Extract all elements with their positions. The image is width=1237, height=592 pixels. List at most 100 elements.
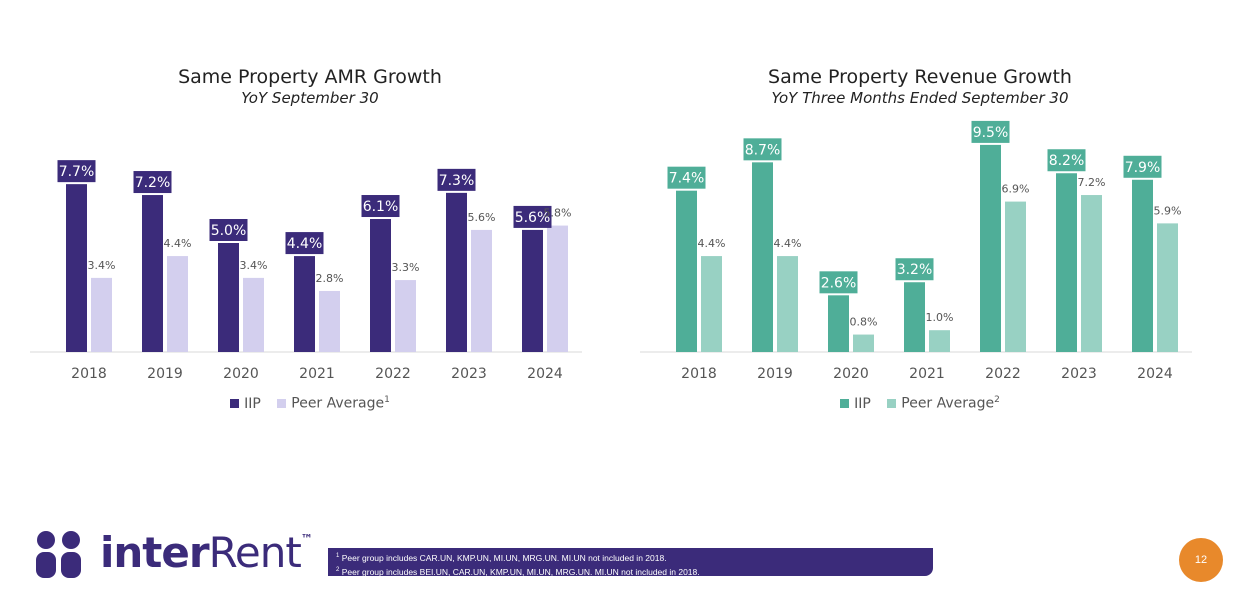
bar-peer-2022 bbox=[1005, 201, 1026, 352]
legend-swatch-iip bbox=[230, 398, 240, 408]
chart-title: Same Property Revenue Growth bbox=[768, 66, 1072, 88]
data-label-box-iip-2020 bbox=[209, 219, 248, 241]
data-label-peer-2020: 0.8% bbox=[850, 316, 878, 329]
bar-peer-2023 bbox=[1081, 195, 1102, 352]
x-tick-label-2019: 2019 bbox=[147, 366, 183, 382]
data-label-iip-2022: 6.1% bbox=[363, 199, 399, 215]
data-label-box-iip-2024 bbox=[513, 205, 552, 228]
data-label-iip-2022: 9.5% bbox=[973, 125, 1009, 141]
logo-trademark: ™ bbox=[300, 532, 313, 546]
bar-iip-2022 bbox=[370, 219, 391, 352]
data-label-peer-2023: 5.6% bbox=[468, 211, 496, 224]
legend-label-peer: Peer Average bbox=[901, 395, 995, 412]
bar-iip-2018 bbox=[66, 184, 87, 352]
data-label-box-iip-2019 bbox=[133, 171, 172, 194]
x-tick-label-2022: 2022 bbox=[375, 366, 411, 382]
legend-item-iip: IIP bbox=[840, 396, 871, 412]
bar-iip-2021 bbox=[904, 282, 925, 352]
bar-iip-2019 bbox=[142, 195, 163, 352]
bar-iip-2023 bbox=[1056, 173, 1077, 352]
bar-iip-2020 bbox=[218, 243, 239, 352]
data-label-box-iip-2022 bbox=[971, 120, 1010, 143]
x-tick-label-2020: 2020 bbox=[833, 366, 869, 382]
data-label-iip-2020: 2.6% bbox=[821, 275, 857, 291]
legend-label-peer: Peer Average bbox=[291, 395, 385, 412]
chart-title: Same Property AMR Growth bbox=[178, 66, 442, 88]
amr-plot: 7.7% 3.4% 2018 7.2% 4.4% 2019 5.0% 3.4% 2020 4.4%… bbox=[30, 160, 582, 382]
data-label-iip-2021: 4.4% bbox=[287, 236, 323, 252]
data-label-iip-2020: 5.0% bbox=[211, 223, 247, 239]
data-label-box-iip-2022 bbox=[361, 195, 400, 218]
data-label-peer-2023: 7.2% bbox=[1078, 176, 1106, 189]
data-label-iip-2018: 7.4% bbox=[669, 171, 705, 187]
bar-peer-2021 bbox=[319, 290, 340, 352]
data-label-iip-2019: 8.7% bbox=[745, 142, 781, 158]
x-tick-label-2022: 2022 bbox=[985, 366, 1021, 382]
data-label-box-iip-2020 bbox=[819, 271, 858, 294]
bar-peer-2018 bbox=[701, 256, 722, 352]
logo-mark-icon bbox=[36, 531, 81, 578]
data-label-box-iip-2024 bbox=[1123, 155, 1162, 178]
x-tick-label-2019: 2019 bbox=[757, 366, 793, 382]
x-tick-label-2018: 2018 bbox=[71, 366, 107, 382]
data-label-box-iip-2023 bbox=[1047, 149, 1086, 172]
bar-peer-2020 bbox=[853, 334, 874, 352]
data-label-peer-2024: 5.8% bbox=[544, 207, 572, 220]
legend-footnote-ref: 2 bbox=[994, 395, 1000, 405]
footnote-1: 1 Peer group includes CAR.UN, KMP.UN, MI… bbox=[336, 552, 667, 563]
data-label-iip-2021: 3.2% bbox=[897, 262, 933, 278]
bar-peer-2019 bbox=[167, 256, 188, 352]
data-label-box-iip-2021 bbox=[895, 258, 934, 281]
x-tick-label-2024: 2024 bbox=[1137, 366, 1173, 382]
x-tick-label-2021: 2021 bbox=[299, 366, 335, 382]
legend: IIP Peer Average2 bbox=[640, 395, 1200, 412]
legend: IIP Peer Average1 bbox=[30, 395, 590, 412]
data-label-iip-2024: 7.9% bbox=[1125, 160, 1161, 176]
data-label-iip-2023: 8.2% bbox=[1049, 153, 1085, 169]
data-label-peer-2019: 4.4% bbox=[774, 237, 802, 250]
bar-iip-2024 bbox=[1132, 179, 1153, 352]
logo-text-inter: inter bbox=[100, 528, 210, 577]
interrent-logo: interRent™ bbox=[34, 528, 313, 578]
bar-peer-2021 bbox=[929, 330, 950, 352]
bar-peer-2024 bbox=[1157, 223, 1178, 352]
bar-iip-2023 bbox=[446, 192, 467, 352]
data-label-iip-2018: 7.7% bbox=[59, 164, 95, 180]
footnotes: 1 Peer group includes CAR.UN, KMP.UN, MI… bbox=[328, 548, 933, 577]
data-label-box-iip-2018 bbox=[57, 160, 96, 183]
bar-peer-2023 bbox=[471, 229, 492, 352]
bar-peer-2020 bbox=[243, 277, 264, 352]
data-label-box-iip-2021 bbox=[285, 232, 324, 255]
chart-subtitle: YoY September 30 bbox=[241, 89, 379, 107]
chart-subtitle: YoY Three Months Ended September 30 bbox=[771, 89, 1069, 107]
bar-iip-2018 bbox=[676, 190, 697, 352]
x-tick-label-2020: 2020 bbox=[223, 366, 259, 382]
data-label-box-iip-2018 bbox=[667, 166, 706, 189]
legend-label-iip: IIP bbox=[244, 395, 261, 412]
legend-footnote-ref: 1 bbox=[384, 395, 390, 405]
bar-peer-2018 bbox=[91, 277, 112, 352]
data-label-box-iip-2023 bbox=[437, 168, 476, 191]
x-tick-label-2021: 2021 bbox=[909, 366, 945, 382]
data-label-iip-2019: 7.2% bbox=[135, 175, 171, 191]
bar-peer-2022 bbox=[395, 280, 416, 352]
footnote-2: 2 Peer group includes BEI.UN, CAR.UN, KM… bbox=[336, 566, 700, 577]
x-tick-label-2023: 2023 bbox=[1061, 366, 1097, 382]
data-label-peer-2019: 4.4% bbox=[164, 237, 192, 250]
revenue-growth-chart: Same Property Revenue Growth YoY Three M… bbox=[640, 60, 1200, 430]
data-label-peer-2022: 6.9% bbox=[1002, 183, 1030, 196]
logo-wordmark: interRent™ bbox=[100, 528, 313, 577]
bar-iip-2024 bbox=[522, 229, 543, 352]
amr-growth-chart: Same Property AMR Growth YoY September 3… bbox=[30, 60, 590, 430]
legend-swatch-peer bbox=[887, 398, 897, 408]
legend-item-peer: Peer Average2 bbox=[887, 395, 1000, 412]
data-label-box-iip-2019 bbox=[743, 138, 782, 161]
data-label-peer-2021: 1.0% bbox=[926, 311, 954, 324]
bar-iip-2021 bbox=[294, 256, 315, 352]
x-tick-label-2018: 2018 bbox=[681, 366, 717, 382]
data-label-peer-2018: 3.4% bbox=[88, 259, 116, 272]
legend-item-iip: IIP bbox=[230, 396, 261, 412]
data-label-peer-2022: 3.3% bbox=[392, 261, 420, 274]
bar-iip-2020 bbox=[828, 295, 849, 352]
legend-item-peer: Peer Average1 bbox=[277, 395, 390, 412]
